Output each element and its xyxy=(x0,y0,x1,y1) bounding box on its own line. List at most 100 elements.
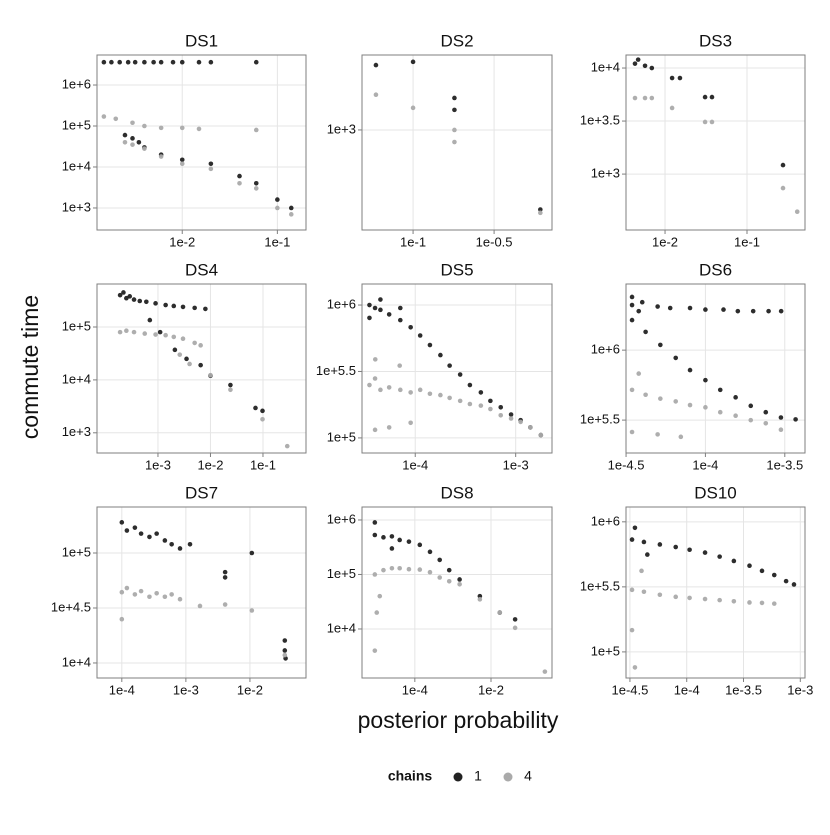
panel-title: DS6 xyxy=(699,260,732,279)
point xyxy=(253,180,259,186)
point xyxy=(124,585,130,591)
point xyxy=(169,541,174,547)
y-tick-label: 1e+5 xyxy=(327,429,356,444)
point xyxy=(629,302,635,308)
point xyxy=(717,409,723,415)
y-tick-label: 1e+5 xyxy=(327,566,356,581)
x-axis-label: posterior probability xyxy=(358,707,559,733)
point xyxy=(655,432,660,437)
point xyxy=(179,157,185,163)
x-tick-label: 1e-4 xyxy=(402,682,428,697)
point xyxy=(447,395,452,401)
x-tick-label: 1e-3 xyxy=(503,457,529,472)
point xyxy=(687,595,692,601)
x-tick-label: 1e-4.5 xyxy=(611,682,648,697)
point xyxy=(177,352,183,357)
panel-border xyxy=(625,283,806,454)
point xyxy=(427,569,433,575)
x-tick-label: 1e-4 xyxy=(402,457,428,472)
panel-border xyxy=(625,506,806,679)
point xyxy=(438,392,443,398)
point xyxy=(172,347,178,353)
point xyxy=(373,92,379,98)
point xyxy=(702,596,708,602)
point xyxy=(130,120,135,126)
point xyxy=(641,589,647,595)
point xyxy=(538,207,543,212)
point xyxy=(131,329,137,335)
point xyxy=(386,385,392,390)
point xyxy=(703,405,708,410)
point xyxy=(717,597,722,603)
panel: 1e+4 1e+4.5 1e+5 1e-4 1e-3 1e-2 DS7 xyxy=(51,483,307,697)
point xyxy=(731,558,737,564)
point xyxy=(282,638,288,643)
point xyxy=(372,572,378,577)
y-tick-label: 1e+4.5 xyxy=(51,599,91,614)
point xyxy=(282,652,288,658)
point xyxy=(687,402,693,408)
x-tick-label: 1e-3 xyxy=(145,457,171,472)
point xyxy=(417,542,423,548)
point xyxy=(373,62,379,68)
point xyxy=(457,577,462,582)
point xyxy=(208,161,214,167)
point xyxy=(673,355,679,361)
point xyxy=(794,209,800,214)
point xyxy=(132,592,138,597)
point xyxy=(119,589,125,595)
point xyxy=(721,307,726,312)
point xyxy=(154,591,159,596)
point xyxy=(101,114,107,119)
x-tick-label: 1e-1 xyxy=(400,234,426,249)
y-tick-label: 1e+3.5 xyxy=(580,112,620,127)
point xyxy=(731,598,737,604)
point xyxy=(498,412,504,418)
point xyxy=(478,390,484,395)
point xyxy=(406,539,412,544)
point xyxy=(457,372,463,377)
point xyxy=(124,295,129,301)
point xyxy=(771,601,777,606)
point xyxy=(377,593,383,599)
point xyxy=(452,107,457,113)
point xyxy=(113,116,119,122)
point xyxy=(372,532,378,538)
point xyxy=(542,669,548,674)
x-tick-label: 1e-4 xyxy=(109,682,135,697)
point xyxy=(446,567,452,573)
x-tick-label: 1e-3 xyxy=(173,682,199,697)
point xyxy=(759,600,765,606)
point xyxy=(158,59,164,65)
panel-background xyxy=(97,284,306,453)
point xyxy=(208,372,213,378)
panel-title: DS1 xyxy=(185,31,218,50)
point xyxy=(260,416,265,422)
point xyxy=(641,539,647,545)
point xyxy=(147,317,153,323)
point xyxy=(372,648,378,653)
point xyxy=(177,546,183,551)
point xyxy=(119,520,125,525)
panel-border xyxy=(96,283,307,454)
point xyxy=(153,301,158,306)
point xyxy=(158,125,164,131)
y-tick-label: 1e+5 xyxy=(591,643,620,658)
point xyxy=(288,212,294,217)
point xyxy=(629,429,635,435)
point xyxy=(122,132,128,138)
point xyxy=(406,566,412,572)
legend-title: chains xyxy=(388,768,433,784)
point xyxy=(132,525,138,530)
point xyxy=(709,119,715,125)
point xyxy=(131,297,137,302)
y-tick-label: 1e+4 xyxy=(62,158,91,173)
point xyxy=(748,403,754,409)
point xyxy=(508,412,514,417)
x-tick-label: 1e-4.5 xyxy=(608,457,645,472)
point xyxy=(673,544,679,550)
point xyxy=(649,65,655,71)
point xyxy=(121,290,126,295)
point xyxy=(673,399,679,404)
